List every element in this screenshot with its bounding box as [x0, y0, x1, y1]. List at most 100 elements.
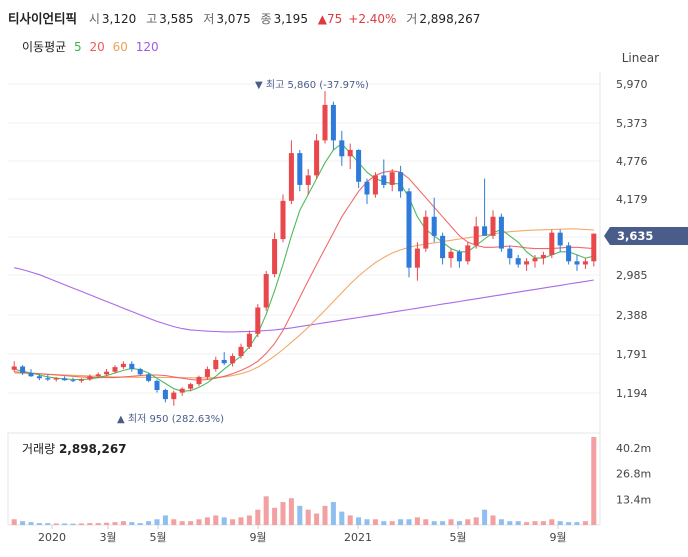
candle-body — [246, 333, 252, 347]
candle-body — [456, 251, 462, 262]
candle-body — [87, 376, 93, 380]
candle — [389, 169, 395, 192]
volume-bar — [305, 509, 311, 525]
candle — [364, 178, 370, 205]
price-tick-label: 1,194 — [616, 387, 648, 400]
candle — [314, 134, 320, 179]
volume-bar — [398, 519, 404, 525]
candle-body — [591, 233, 597, 262]
candle — [45, 374, 51, 381]
candle — [78, 378, 84, 383]
candle — [297, 149, 303, 192]
volume-bar — [330, 502, 336, 525]
candle-body — [507, 248, 513, 259]
candle — [280, 194, 286, 243]
volume-bar — [78, 523, 84, 525]
volume-bar — [389, 521, 395, 525]
price-tick-label: 2,985 — [616, 269, 648, 282]
volume-bar — [280, 502, 286, 525]
candle-body — [255, 307, 261, 334]
volume-bar — [498, 519, 504, 525]
price-tick-label: 1,791 — [616, 348, 648, 361]
candle — [246, 330, 252, 349]
candle-body — [213, 359, 219, 370]
candle-body — [423, 216, 429, 249]
volume-bar — [314, 513, 320, 525]
candle — [53, 376, 59, 382]
ma60-line — [14, 228, 594, 379]
volume-label: 거 — [406, 12, 418, 26]
volume-bar — [36, 523, 42, 525]
candle-body — [364, 181, 370, 195]
candle-body — [347, 149, 353, 157]
moving-average-lines — [14, 142, 594, 392]
candle — [456, 249, 462, 268]
candle — [423, 210, 429, 252]
candle — [120, 361, 126, 370]
candle — [440, 232, 446, 265]
volume-bar — [507, 521, 513, 525]
candlesticks — [11, 91, 597, 406]
stock-name: 티사이언티픽 — [8, 11, 78, 26]
volume-bar — [288, 498, 294, 525]
price-tick-label: 2,388 — [616, 309, 648, 322]
candle-body — [566, 245, 572, 262]
candle — [171, 390, 177, 406]
candle-body — [515, 258, 521, 265]
candle — [70, 377, 76, 383]
volume-bar — [95, 523, 101, 525]
volume-bar — [322, 505, 328, 525]
candle — [507, 245, 513, 265]
close-value: 3,195 — [273, 12, 308, 26]
low-label: 저 — [203, 12, 215, 26]
open-value: 3,120 — [101, 12, 137, 26]
volume-bar — [120, 521, 126, 525]
candle-body — [490, 216, 496, 236]
candle-body — [204, 369, 210, 377]
candle — [204, 366, 210, 380]
volume-title-label: 거래량 — [22, 442, 56, 456]
time-tick-label: 2020 — [38, 531, 66, 544]
candle — [188, 382, 194, 392]
candle-body — [381, 175, 387, 185]
moving-average-legend[interactable]: 이동평균 5 20 60 120 — [22, 38, 163, 55]
candle — [288, 140, 294, 205]
candle — [179, 387, 185, 396]
ma-legend-5: 5 — [74, 40, 82, 54]
volume-bar — [213, 515, 219, 525]
candle — [137, 367, 143, 376]
price-tick-label: 4,179 — [616, 193, 648, 206]
volume-tick-label: 26.8m — [616, 468, 651, 481]
ma120-line — [14, 267, 594, 333]
volume-bar — [515, 521, 521, 525]
candle-body — [524, 261, 530, 265]
volume-panel — [7, 432, 601, 526]
candle-body — [557, 232, 563, 246]
price-tick-label: 4,776 — [616, 155, 648, 168]
volume-bar — [263, 496, 269, 525]
candle — [414, 242, 420, 281]
volume-bar — [423, 519, 429, 525]
scale-mode-toggle[interactable]: Linear — [621, 51, 659, 65]
price-tag-text: 3,635 — [617, 229, 653, 243]
volume-bar — [524, 522, 530, 525]
ma-legend-60: 60 — [112, 40, 128, 54]
candle-body — [372, 175, 378, 195]
candle-body — [305, 175, 311, 185]
candle — [36, 374, 42, 381]
candle-body — [540, 254, 546, 259]
volume-bar — [372, 519, 378, 525]
time-tick-label: 2021 — [344, 531, 372, 544]
candle — [330, 101, 336, 150]
candle — [574, 254, 580, 271]
candle — [196, 375, 202, 387]
high-label: 고 — [146, 12, 158, 26]
candle — [20, 365, 26, 375]
volume-bar — [11, 519, 17, 525]
candle — [448, 248, 454, 268]
volume-bar — [574, 522, 580, 525]
candle — [524, 258, 530, 271]
current-price-tag: 3,635 — [604, 227, 688, 245]
candle-body — [62, 378, 68, 381]
